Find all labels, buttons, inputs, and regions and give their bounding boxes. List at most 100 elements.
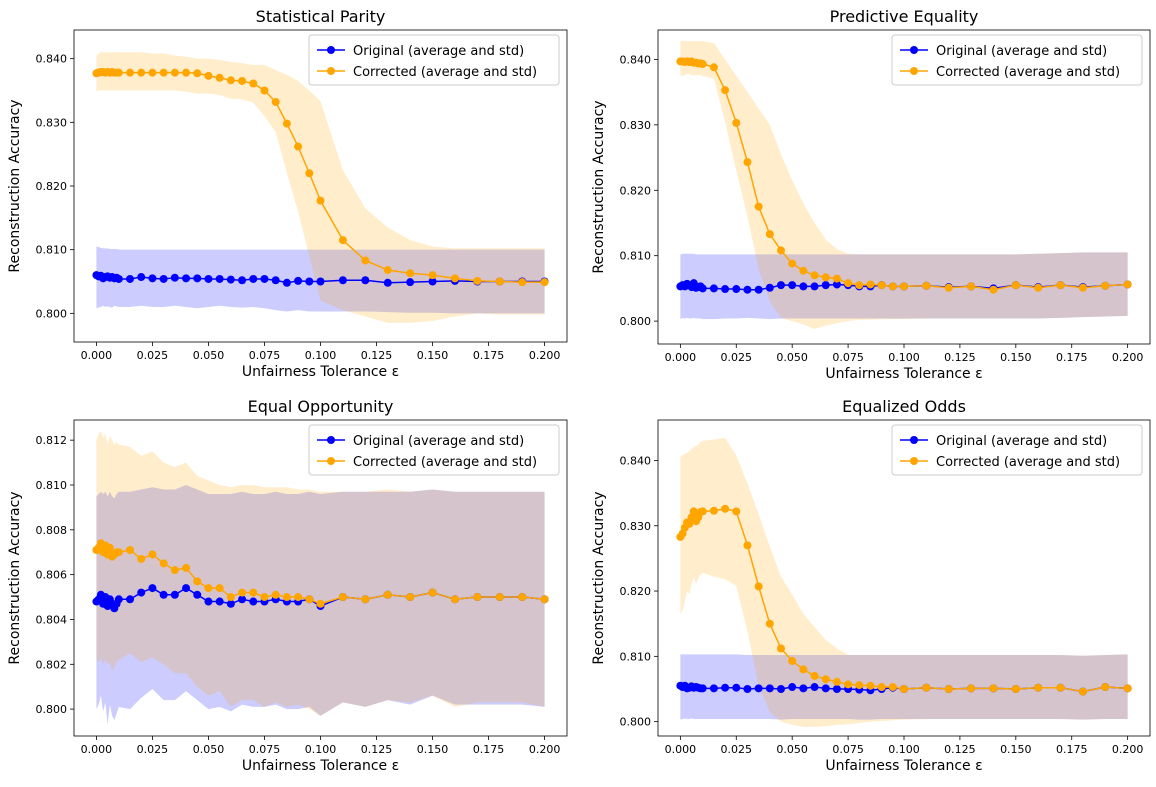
subplot-3: 0.000 0.025 0.050 0.075 0.100 0.125 0.150 0.175… xyxy=(7,397,568,774)
data-point-original xyxy=(316,277,325,286)
y-tick-label: 0.810 xyxy=(36,244,68,257)
data-point-corrected xyxy=(316,196,325,205)
data-point-corrected xyxy=(114,548,123,557)
data-point-original xyxy=(238,276,247,285)
data-point-corrected xyxy=(105,543,114,552)
y-tick-label: 0.820 xyxy=(36,180,68,193)
data-point-corrected xyxy=(698,507,707,516)
data-point-corrected xyxy=(305,169,314,178)
y-tick-label: 0.820 xyxy=(620,585,652,598)
x-tick-label: 0.125 xyxy=(944,743,976,756)
data-point-corrected xyxy=(754,582,763,591)
data-point-corrected xyxy=(743,158,752,167)
data-point-corrected xyxy=(777,246,785,255)
data-point-original xyxy=(215,274,224,283)
x-tick-label: 0.025 xyxy=(721,351,753,364)
x-tick-label: 0.000 xyxy=(665,743,697,756)
data-point-corrected xyxy=(126,545,135,554)
data-point-corrected xyxy=(922,683,931,692)
data-point-original xyxy=(126,595,135,604)
subplot-2: 0.000 0.025 0.050 0.075 0.100 0.125 0.150 0.175… xyxy=(591,7,1151,382)
data-point-corrected xyxy=(944,684,953,693)
data-point-corrected xyxy=(1056,683,1065,692)
data-point-corrected xyxy=(338,593,347,602)
data-point-corrected xyxy=(495,277,504,286)
y-tick-label: 0.800 xyxy=(36,703,68,716)
data-point-corrected xyxy=(148,550,157,559)
data-point-corrected xyxy=(788,259,797,268)
data-point-original xyxy=(709,684,718,693)
data-point-corrected xyxy=(1123,684,1132,693)
y-tick-label: 0.810 xyxy=(36,479,68,492)
data-point-corrected xyxy=(777,644,785,653)
y-axis-label: Reconstruction Accuracy xyxy=(7,491,23,664)
legend-box xyxy=(891,424,1143,476)
data-point-corrected xyxy=(732,118,741,127)
y-tick-label: 0.800 xyxy=(620,315,652,328)
x-tick-label: 0.150 xyxy=(1000,351,1032,364)
data-point-corrected xyxy=(137,68,146,77)
data-point-original xyxy=(226,599,235,608)
data-point-corrected xyxy=(698,60,707,69)
data-point-corrected xyxy=(126,68,135,77)
data-point-corrected xyxy=(844,279,853,288)
x-tick-label: 0.075 xyxy=(249,743,281,756)
data-point-corrected xyxy=(721,86,730,95)
data-point-corrected xyxy=(922,281,931,290)
x-axis-label: Unfairness Tolerance ε xyxy=(242,758,399,774)
data-point-corrected xyxy=(450,595,459,604)
data-point-corrected xyxy=(159,68,168,77)
x-tick-label: 0.050 xyxy=(776,743,808,756)
data-point-corrected xyxy=(1101,683,1110,692)
legend-label-corrected: Corrected (average and std) xyxy=(936,455,1120,470)
x-tick-label: 0.175 xyxy=(1056,743,1088,756)
legend: Original (average and std) Corrected (ave… xyxy=(308,424,560,476)
x-tick-label: 0.075 xyxy=(249,349,281,362)
legend-label-corrected: Corrected (average and std) xyxy=(353,65,537,80)
x-tick-label: 0.150 xyxy=(417,349,449,362)
data-point-original xyxy=(821,281,830,290)
data-point-corrected xyxy=(383,266,392,275)
data-point-original xyxy=(193,274,202,283)
data-point-corrected xyxy=(406,269,415,278)
plot-content xyxy=(676,41,1132,329)
data-point-corrected xyxy=(821,273,830,282)
y-tick-label: 0.840 xyxy=(620,454,652,467)
std-band-corrected xyxy=(96,431,545,716)
data-point-corrected xyxy=(1034,683,1043,692)
x-tick-label: 0.000 xyxy=(665,351,697,364)
data-point-corrected xyxy=(450,274,459,283)
x-axis-label: Unfairness Tolerance ε xyxy=(825,758,982,774)
data-point-original xyxy=(338,276,347,285)
data-point-original xyxy=(709,284,718,293)
x-tick-label: 0.050 xyxy=(193,349,225,362)
data-point-corrected xyxy=(900,684,908,693)
chart-title: Equalized Odds xyxy=(842,397,966,416)
data-point-corrected xyxy=(810,671,819,680)
x-tick-label: 0.100 xyxy=(305,349,337,362)
data-point-original xyxy=(832,280,841,289)
y-tick-label: 0.804 xyxy=(36,613,68,626)
y-axis-label: Reconstruction Accuracy xyxy=(591,100,607,273)
data-point-corrected xyxy=(855,281,864,290)
legend-marker-original xyxy=(910,436,918,444)
data-point-corrected xyxy=(754,202,763,211)
data-point-original xyxy=(238,595,247,604)
data-point-corrected xyxy=(361,256,370,265)
legend-marker-original xyxy=(910,46,918,54)
legend: Original (average and std) Corrected (ave… xyxy=(308,34,560,86)
data-point-original xyxy=(765,684,774,693)
data-point-original xyxy=(137,273,146,282)
data-point-corrected xyxy=(148,68,157,77)
data-point-original xyxy=(282,278,291,287)
data-point-original xyxy=(832,684,841,693)
data-point-corrected xyxy=(944,283,953,292)
y-tick-label: 0.810 xyxy=(620,650,652,663)
data-point-corrected xyxy=(383,590,392,599)
legend-label-original: Original (average and std) xyxy=(936,434,1107,449)
legend-box xyxy=(308,424,560,476)
legend-marker-corrected xyxy=(910,67,918,75)
data-point-corrected xyxy=(788,656,797,665)
plot-content xyxy=(92,431,549,725)
legend-label-corrected: Corrected (average and std) xyxy=(936,65,1120,80)
